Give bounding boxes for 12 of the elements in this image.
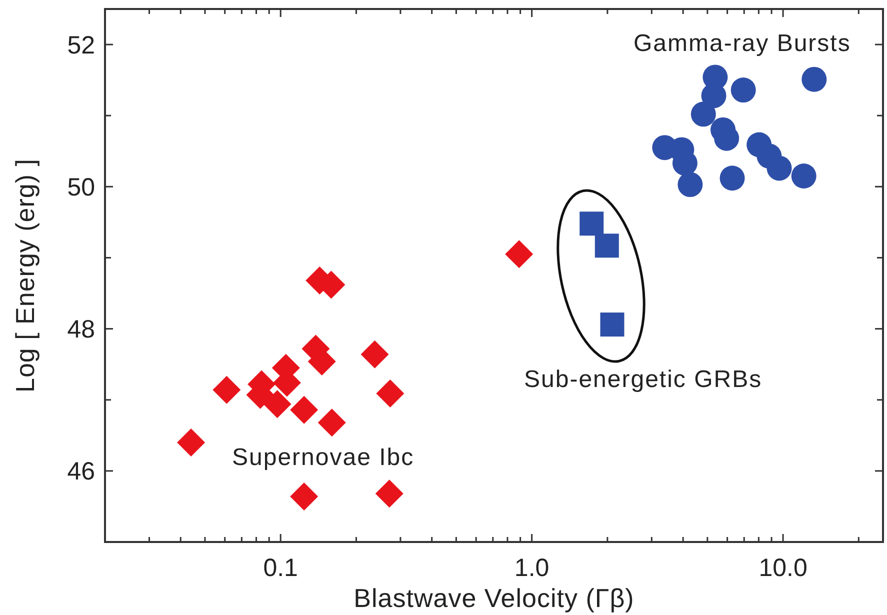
x-tick-label: 10.0 — [758, 554, 808, 582]
annotation: Gamma-ray Bursts — [633, 30, 851, 57]
annotation: Supernovae Ibc — [232, 444, 414, 471]
annotation: Sub-energetic GRBs — [524, 366, 762, 393]
y-tick-label: 48 — [67, 316, 95, 344]
y-tick-label: 50 — [67, 173, 95, 202]
y-axis-title: Log [ Energy (erg) ] — [10, 158, 40, 392]
x-tick-label: 1.0 — [514, 554, 550, 582]
x-axis-title: Blastwave Velocity (Γβ) — [354, 583, 634, 613]
x-tick-label: 0.1 — [263, 554, 298, 582]
y-tick-label: 52 — [67, 31, 95, 60]
y-tick-label: 46 — [67, 458, 95, 486]
